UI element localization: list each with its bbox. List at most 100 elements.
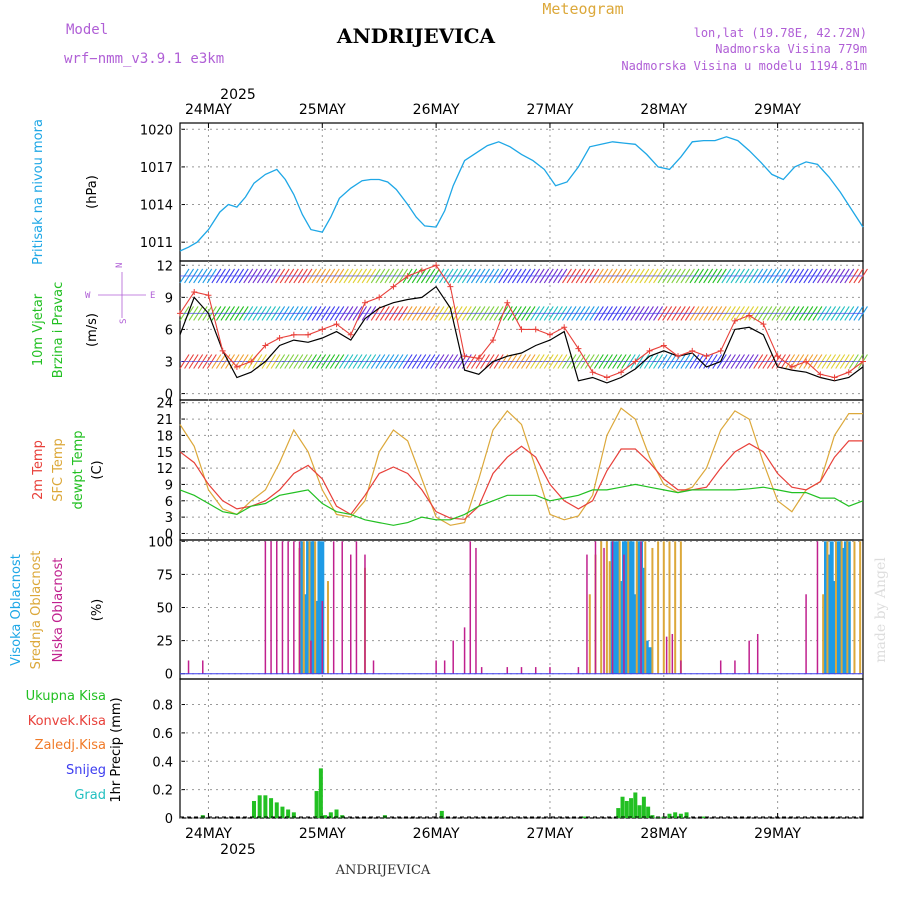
temperature-tick-label: 3 [165,511,173,526]
low-cloud-bar [293,541,295,674]
gust-marker [803,358,810,365]
precip-bar [328,812,333,818]
clouds-tick-label: 25 [156,635,173,650]
low-cloud-bar [202,660,204,674]
gust-marker [233,363,240,370]
gust-marker [518,326,525,333]
day-label-bottom: 27MAY [526,826,573,842]
mid-cloud-bar [846,541,849,674]
precip-bar [684,812,689,818]
top-day-labels: 24MAY 25MAY 26MAY 27MAY 28MAY 29MAY [185,102,802,118]
gust-marker [191,289,198,296]
gust-marker [404,272,411,279]
temperature-frame [179,399,864,541]
low-cloud-bar [603,547,605,674]
low-cloud-bar [805,594,807,674]
cloud-ylabel-2: Srednja Oblacnost [29,551,44,670]
wind-panel: 10m Vjetar Brzina i Pravac (m/s) W E N S… [31,259,868,403]
day-label-top: 29MAY [754,102,801,118]
low-cloud-bar [520,667,523,674]
compass-n: N [115,263,125,268]
gust-marker [475,355,482,362]
mid-cloud-bar [840,541,843,674]
precip-bar [257,795,262,818]
low-cloud-bar [355,541,358,674]
mid-cloud-bar [635,541,638,674]
high-cloud-bar [829,541,834,674]
compass-e: E [150,291,155,301]
precip-tick-label: 0.2 [152,784,173,799]
lonlat-text: lon,lat (19.78E, 42.72N) [694,26,867,40]
wind-speed-line [179,285,864,384]
cloud-ylabel-3: Niska Oblacnost [51,558,66,663]
mid-cloud-bar [853,541,856,674]
mid-cloud-bar [859,541,862,674]
high-cloud-bar [613,541,618,674]
gust-marker [760,321,767,328]
gust-marker [347,331,354,338]
gust-marker [177,310,183,317]
precip-ticks: 0 0.2 0.4 0.6 0.8 [152,699,863,827]
precip-bar [637,805,642,818]
gust-marker [618,369,625,376]
high-cloud-bar [841,547,846,674]
gust-marker [262,342,269,349]
cloud-ticks: 0 25 50 75 100 [148,535,863,683]
2m-temp-line [179,440,863,520]
low-cloud-bar [734,660,736,674]
gust-marker [276,334,283,341]
precip-bar [439,810,444,818]
gust-marker [845,369,852,376]
wind-ylabel-1: 10m Vjetar [31,293,46,366]
gust-marker [248,358,255,365]
precip-bar [323,815,328,818]
high-cloud-bar [636,541,641,674]
precip-bar [286,809,291,818]
gust-marker [205,292,212,299]
temperature-panel: 2m Temp SFC Temp dewpt Temp (C) 036 91215… [31,397,864,542]
precip-tick-label: 0.4 [152,755,173,770]
bottom-day-labels: 24MAY 25MAY 26MAY 27MAY 28MAY 29MAY [185,826,802,842]
day-label-top: 27MAY [526,102,573,118]
high-cloud-bar [832,581,837,674]
low-cloud-bar [671,633,674,674]
gust-marker [731,317,738,324]
low-cloud-bar [640,541,642,674]
low-cloud-bar [748,640,750,674]
precip-bar [646,806,651,818]
wind-tick-label: 12 [156,259,173,274]
mid-cloud-bar [668,541,671,674]
gust-marker [490,337,497,344]
gust-marker [817,371,824,378]
precip-bar [620,796,625,818]
pressure-line [179,136,864,252]
gust-marker [333,321,340,328]
high-cloud-bar [627,541,632,674]
high-cloud-bar [306,541,311,674]
gust-marker [418,267,425,274]
low-cloud-bar [332,541,335,674]
sfc-temp-line [179,407,863,526]
gust-marker [675,353,682,360]
pressure-tick-label: 1017 [140,161,173,176]
temperature-tick-label: 0 [165,527,173,542]
precip-legend-item: Konvek.Kisa [28,714,106,729]
gust-marker [305,331,312,338]
mid-cloud-bar [657,541,660,674]
low-cloud-bar [276,541,278,674]
gust-marker [589,369,596,376]
low-cloud-bar [719,660,722,674]
gust-marker [660,342,667,349]
clouds-tick-label: 75 [156,568,173,583]
mid-cloud-bar [662,541,665,674]
credit-text: made by Angel [873,557,889,663]
low-cloud-bar [264,541,267,674]
wind-tick-label: 3 [165,356,173,371]
precip-legend-item: Snijeg [66,763,106,778]
temp-ylabel-3: dewpt Temp [71,430,86,509]
wind-ticks: 0 3 6 9 12 [156,259,863,403]
low-cloud-bar [469,541,472,674]
temp-unit: (C) [90,460,105,479]
low-cloud-bar [452,640,454,674]
